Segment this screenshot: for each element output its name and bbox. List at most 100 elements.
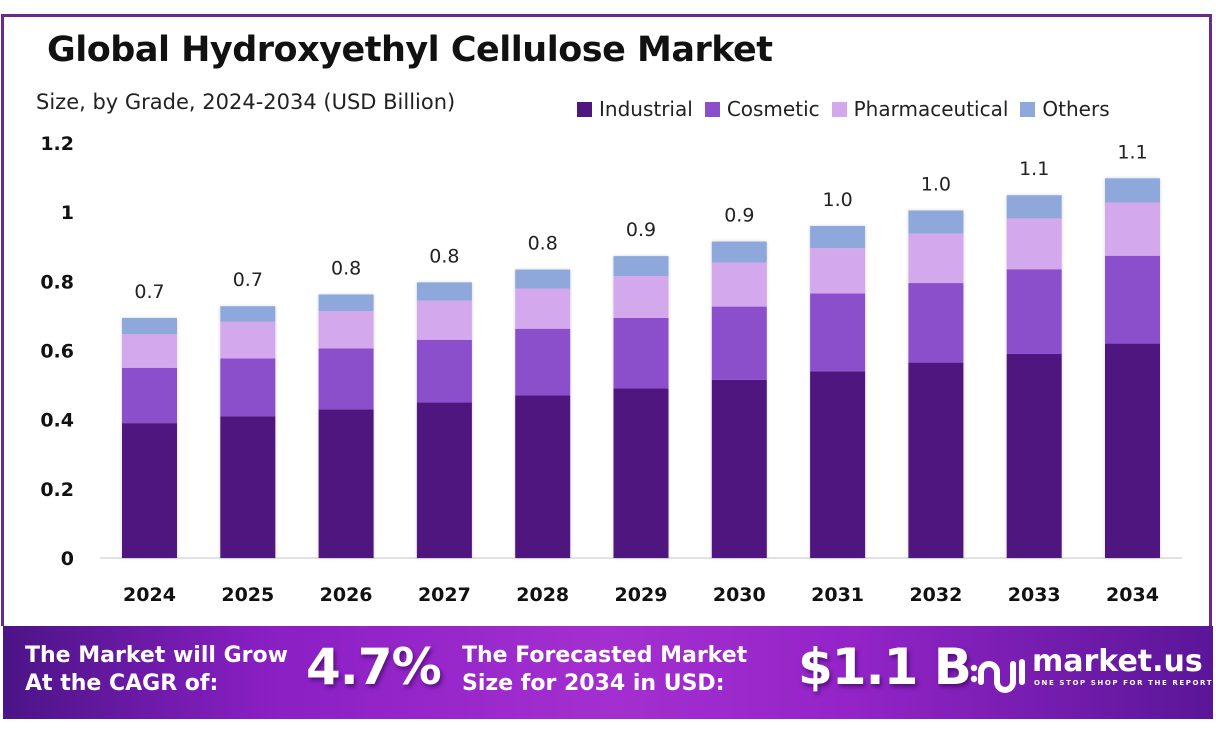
bar-segment-pharmaceutical-2029 bbox=[613, 276, 669, 318]
legend-swatch-pharmaceutical bbox=[831, 101, 847, 117]
bar-segment-cosmetic-2029 bbox=[613, 317, 669, 389]
legend-label-others: Others bbox=[1042, 97, 1110, 121]
cagr-caption: The Market will Grow At the CAGR of: bbox=[25, 642, 288, 698]
bar-segment-industrial-2031 bbox=[810, 371, 866, 558]
bar-stack-2027 bbox=[416, 282, 472, 558]
bar-segment-others-2032 bbox=[908, 210, 964, 234]
y-tick-label: 0.4 bbox=[40, 410, 74, 432]
bar-segment-pharmaceutical-2026 bbox=[318, 311, 374, 349]
bar-segment-others-2030 bbox=[711, 241, 767, 263]
bar-segment-pharmaceutical-2031 bbox=[810, 248, 866, 294]
total-label-2032: 1.0 bbox=[921, 173, 951, 195]
bar-stack-2033 bbox=[1006, 195, 1062, 558]
bar-segment-pharmaceutical-2034 bbox=[1105, 202, 1160, 256]
bar-segment-industrial-2025 bbox=[220, 416, 276, 558]
x-tick-label-2031: 2031 bbox=[811, 584, 864, 606]
bar-stack-2030 bbox=[711, 241, 767, 558]
bar-segment-pharmaceutical-2025 bbox=[220, 321, 276, 359]
bar-segment-others-2031 bbox=[810, 226, 866, 249]
bar-segment-cosmetic-2031 bbox=[810, 293, 866, 372]
legend-item-cosmetic: Cosmetic bbox=[704, 97, 820, 121]
bar-segment-others-2027 bbox=[416, 282, 472, 301]
bar-stack-2026 bbox=[318, 294, 374, 558]
cagr-caption-line2: At the CAGR of: bbox=[25, 671, 219, 696]
x-tick-label-2025: 2025 bbox=[221, 584, 274, 606]
bar-stack-2031 bbox=[810, 226, 866, 558]
legend-swatch-others bbox=[1020, 101, 1036, 117]
bar-segment-industrial-2029 bbox=[613, 388, 669, 558]
bars bbox=[122, 178, 1160, 558]
legend-label-pharmaceutical: Pharmaceutical bbox=[853, 97, 1009, 121]
bar-segment-others-2028 bbox=[515, 269, 571, 289]
cagr-value: 4.7% bbox=[306, 638, 442, 696]
total-labels: 0.7 0.7 0.8 0.8 0.8 0.9 0.9 1.0 1.0 1.1 1.1 bbox=[134, 141, 1147, 303]
bar-segment-cosmetic-2032 bbox=[908, 283, 964, 363]
forecast-caption: The Forecasted Market Size for 2034 in U… bbox=[462, 642, 747, 698]
bar-segment-cosmetic-2024 bbox=[122, 367, 177, 424]
bar-stack-2029 bbox=[613, 256, 669, 558]
x-tick-label-2028: 2028 bbox=[516, 584, 569, 606]
bar-segment-others-2026 bbox=[318, 294, 374, 312]
bar-stack-2024 bbox=[122, 317, 177, 558]
bar-stack-2034 bbox=[1105, 178, 1160, 558]
bar-segment-industrial-2034 bbox=[1105, 343, 1160, 558]
bar-segment-pharmaceutical-2024 bbox=[122, 334, 177, 368]
x-tick-label-2033: 2033 bbox=[1008, 584, 1061, 606]
y-tick-label: 0.6 bbox=[40, 341, 74, 363]
bar-stack-2025 bbox=[220, 306, 276, 558]
total-label-2026: 0.8 bbox=[331, 257, 361, 279]
total-label-2029: 0.9 bbox=[626, 219, 656, 241]
bar-segment-pharmaceutical-2030 bbox=[711, 262, 767, 307]
bar-segment-cosmetic-2030 bbox=[711, 306, 767, 380]
total-label-2024: 0.7 bbox=[134, 281, 164, 303]
y-tick-label: 0.8 bbox=[40, 271, 74, 293]
bar-segment-pharmaceutical-2028 bbox=[515, 288, 571, 329]
bar-segment-others-2033 bbox=[1006, 195, 1062, 219]
chart-legend: Industrial Cosmetic Pharmaceutical Other… bbox=[577, 97, 1122, 121]
bar-segment-industrial-2024 bbox=[122, 423, 177, 558]
legend-swatch-industrial bbox=[577, 101, 592, 117]
y-tick-label: 1.2 bbox=[40, 133, 74, 155]
bar-segment-industrial-2028 bbox=[515, 395, 571, 558]
total-label-2025: 0.7 bbox=[233, 269, 263, 291]
y-axis: 0 0.2 0.4 0.6 0.8 1 1.2 bbox=[40, 133, 74, 570]
bar-segment-industrial-2033 bbox=[1006, 353, 1062, 558]
x-tick-label-2030: 2030 bbox=[713, 584, 766, 606]
y-tick-label: 0.2 bbox=[40, 479, 74, 501]
bar-segment-others-2029 bbox=[613, 256, 669, 277]
forecast-caption-line1: The Forecasted Market bbox=[462, 643, 748, 668]
bar-segment-cosmetic-2033 bbox=[1006, 269, 1062, 354]
bar-segment-industrial-2032 bbox=[908, 362, 964, 558]
forecast-caption-line2: Size for 2034 in USD: bbox=[462, 671, 725, 696]
bar-segment-pharmaceutical-2033 bbox=[1006, 218, 1062, 270]
total-label-2034: 1.1 bbox=[1117, 141, 1147, 163]
total-label-2027: 0.8 bbox=[429, 245, 459, 267]
x-tick-label-2034: 2034 bbox=[1106, 584, 1159, 606]
bar-segment-cosmetic-2025 bbox=[220, 358, 276, 417]
total-label-2028: 0.8 bbox=[528, 233, 558, 255]
stacked-bar-chart: 0 0.2 0.4 0.6 0.8 1 1.2 2024 2025 2026 2027 2028 20… bbox=[40, 133, 1182, 606]
legend-label-cosmetic: Cosmetic bbox=[726, 97, 820, 121]
bar-segment-cosmetic-2028 bbox=[515, 328, 571, 396]
bar-segment-cosmetic-2027 bbox=[416, 339, 472, 403]
bar-stack-2032 bbox=[908, 210, 964, 558]
forecast-value: $1.1 B bbox=[798, 638, 972, 696]
y-tick-label: 1 bbox=[61, 202, 74, 224]
x-tick-label-2024: 2024 bbox=[123, 584, 176, 606]
legend-item-industrial: Industrial bbox=[577, 97, 693, 121]
market-us-logo-icon bbox=[970, 659, 1025, 693]
x-tick-label-2029: 2029 bbox=[615, 584, 668, 606]
legend-swatch-cosmetic bbox=[704, 101, 720, 117]
bar-stack-2028 bbox=[515, 269, 571, 558]
x-axis: 2024 2025 2026 2027 2028 2029 2030 2031 2032 2033… bbox=[123, 584, 1159, 606]
x-tick-label-2026: 2026 bbox=[320, 584, 373, 606]
x-tick-label-2027: 2027 bbox=[418, 584, 471, 606]
legend-item-pharmaceutical: Pharmaceutical bbox=[831, 97, 1009, 121]
y-tick-label: 0 bbox=[61, 548, 74, 570]
bar-segment-industrial-2027 bbox=[416, 402, 472, 558]
total-label-2033: 1.1 bbox=[1019, 158, 1049, 180]
total-label-2031: 1.0 bbox=[822, 189, 852, 211]
cagr-caption-line1: The Market will Grow bbox=[25, 643, 288, 668]
bar-segment-cosmetic-2026 bbox=[318, 348, 374, 410]
chart-title: Global Hydroxyethyl Cellulose Market bbox=[47, 30, 773, 70]
